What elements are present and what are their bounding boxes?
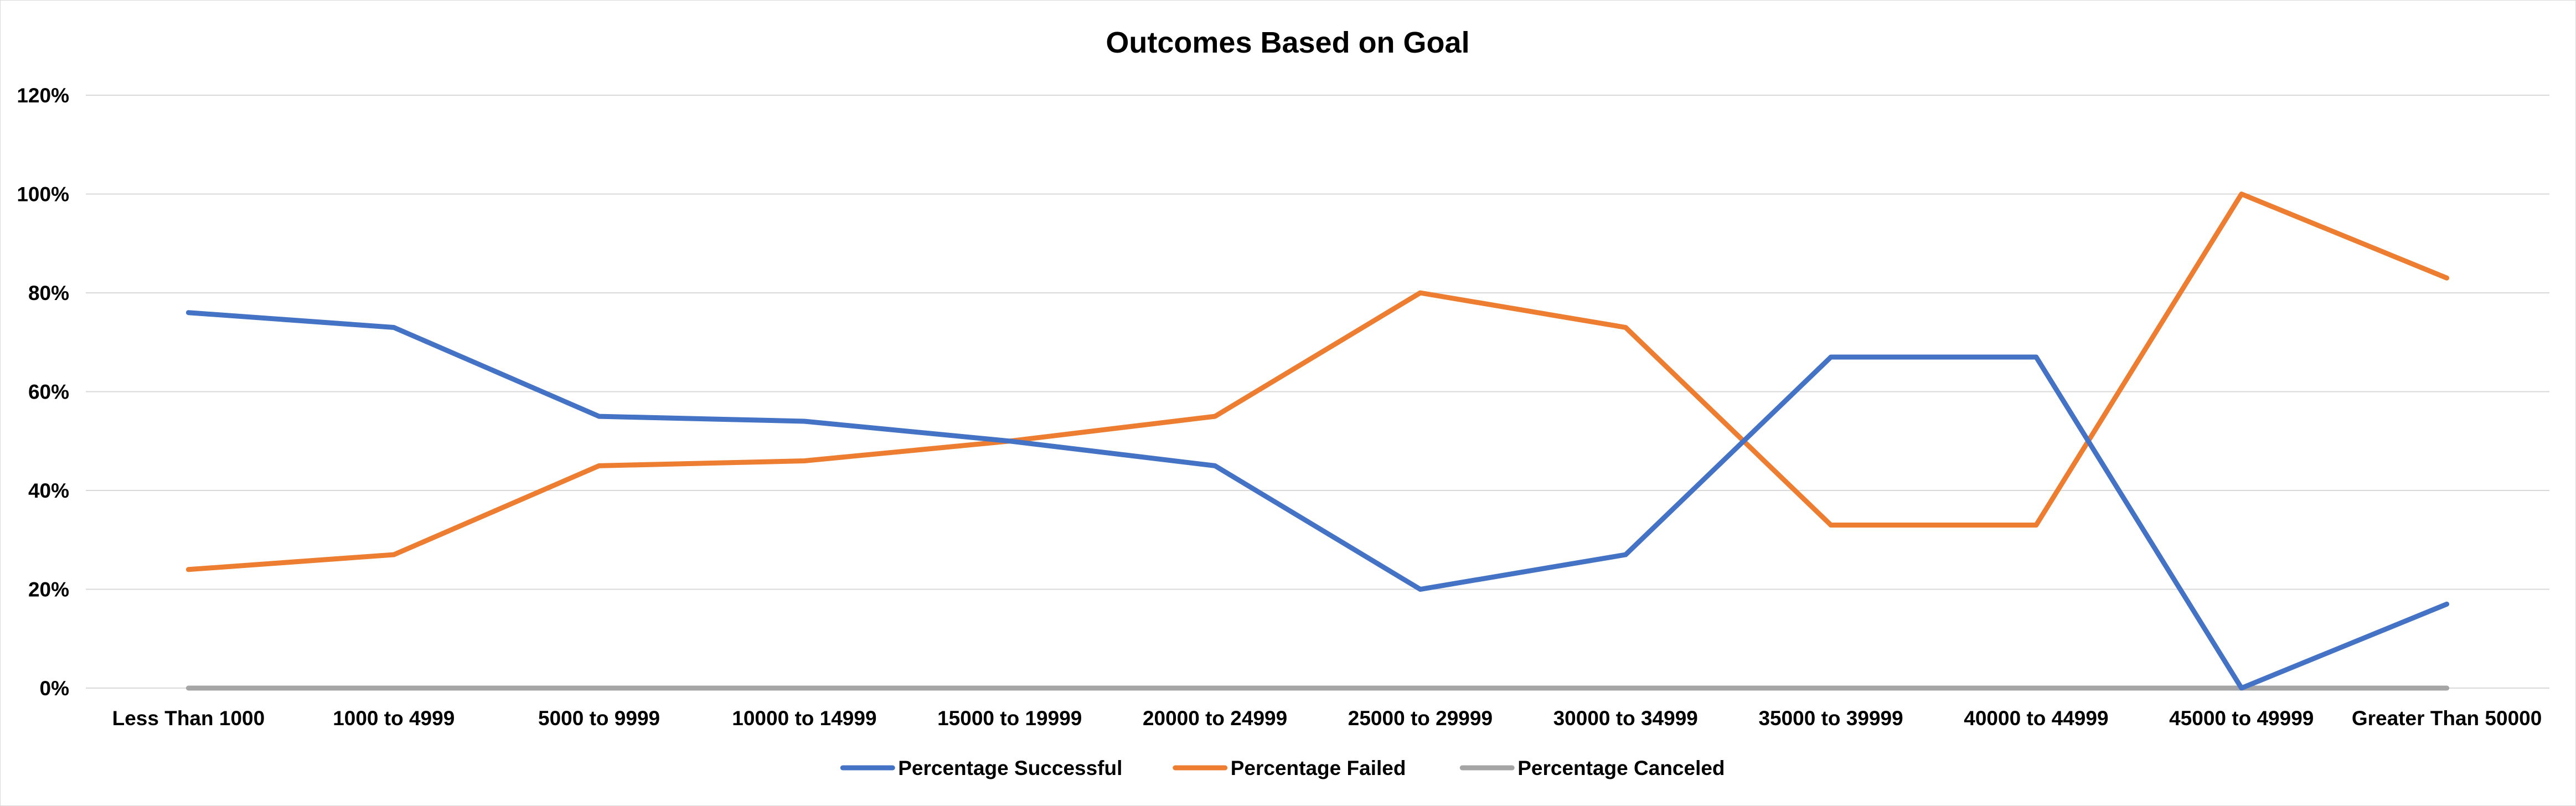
legend-item: Percentage Successful	[840, 757, 1122, 779]
data-point	[1009, 688, 1010, 689]
data-point	[1419, 688, 1421, 689]
series-line	[185, 310, 2450, 691]
legend-item: Percentage Failed	[1173, 757, 1406, 779]
legend-label: Percentage Failed	[1231, 757, 1406, 779]
legend: Percentage Successful Percentage Failed Pe…	[840, 757, 1725, 779]
gridlines	[86, 95, 2549, 689]
x-tick-label: 1000 to 4999	[333, 707, 455, 730]
data-point	[1625, 688, 1626, 689]
x-tick-label: 40000 to 44999	[1964, 707, 2108, 730]
x-tick-label: Greater Than 50000	[2352, 707, 2542, 730]
data-point	[598, 416, 600, 417]
data-point	[188, 312, 189, 313]
y-tick-label: 60%	[28, 381, 69, 404]
y-tick-label: 100%	[17, 183, 69, 206]
series-percentage-successful	[185, 310, 2450, 691]
series-lines	[185, 192, 2450, 691]
x-tick-label: 15000 to 19999	[937, 707, 1082, 730]
x-tick-label: 5000 to 9999	[538, 707, 660, 730]
series-percentage-canceled	[185, 685, 2450, 691]
x-tick-label: 35000 to 39999	[1758, 707, 1903, 730]
data-point	[598, 688, 600, 689]
data-point	[1419, 589, 1421, 590]
y-axis-ticks: 0% 20% 40% 60% 80% 100% 120%	[17, 84, 69, 700]
data-point	[188, 688, 189, 689]
x-tick-label: 25000 to 29999	[1348, 707, 1493, 730]
data-point	[1625, 327, 1626, 328]
x-axis-ticks: Less Than 1000 1000 to 4999 5000 to 9999 10…	[112, 707, 2542, 730]
y-tick-label: 80%	[28, 282, 69, 304]
x-tick-label: 30000 to 34999	[1553, 707, 1698, 730]
x-tick-label: 10000 to 14999	[732, 707, 876, 730]
legend-label: Percentage Successful	[898, 757, 1122, 779]
legend-label: Percentage Canceled	[1517, 757, 1725, 779]
x-tick-label: 45000 to 49999	[2169, 707, 2314, 730]
series-percentage-failed	[185, 192, 2450, 572]
x-tick-label: 20000 to 24999	[1143, 707, 1287, 730]
x-tick-label: Less Than 1000	[112, 707, 265, 730]
data-point	[2446, 688, 2448, 689]
legend-item: Percentage Canceled	[1459, 757, 1725, 779]
chart-title: Outcomes Based on Goal	[1106, 26, 1469, 59]
y-tick-label: 120%	[17, 84, 69, 107]
y-tick-label: 40%	[28, 479, 69, 502]
data-point	[2241, 688, 2242, 689]
y-tick-label: 20%	[28, 578, 69, 601]
y-tick-label: 0%	[40, 677, 69, 700]
series-line	[185, 192, 2450, 572]
data-point	[188, 569, 189, 570]
